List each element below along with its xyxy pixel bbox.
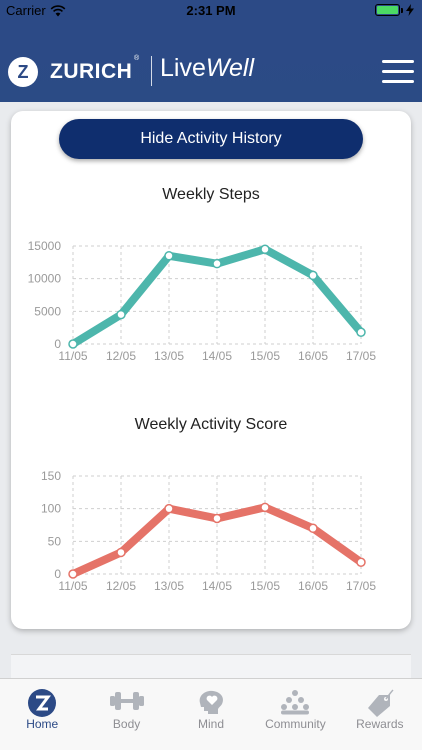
- hide-activity-history-button[interactable]: Hide Activity History: [59, 119, 363, 159]
- x-tick-label: 15/05: [250, 349, 280, 363]
- data-point: [356, 557, 366, 567]
- bottom-card-edge: [11, 654, 411, 678]
- status-left: Carrier: [6, 3, 66, 18]
- tab-rewards[interactable]: Rewards: [338, 679, 422, 750]
- y-tick-label: 10000: [28, 272, 62, 286]
- x-tick-label: 13/05: [154, 579, 184, 593]
- data-point: [308, 523, 318, 534]
- data-point: [164, 251, 174, 261]
- menu-bar-icon: [382, 80, 414, 83]
- carrier-label: Carrier: [6, 3, 46, 18]
- x-tick-label: 16/05: [298, 349, 328, 363]
- tab-community-label: Community: [265, 717, 326, 731]
- tab-mind-label: Mind: [198, 717, 225, 731]
- weekly-steps-chart: 0 5000 10000 15000 11/05 12/05 13/05 14/05 15/05…: [28, 239, 377, 363]
- tab-mind[interactable]: Mind: [169, 679, 253, 750]
- x-tick-label: 17/05: [346, 579, 376, 593]
- wifi-icon: [50, 4, 66, 16]
- dumbbell-icon: [109, 692, 144, 710]
- y-tick-label: 150: [41, 469, 61, 483]
- x-tick-label: 12/05: [106, 349, 136, 363]
- activity-history-card: Hide Activity History Weekly Steps 0 5000…: [11, 111, 411, 629]
- y-tick-label: 100: [41, 502, 61, 516]
- x-tick-label: 11/05: [58, 579, 87, 593]
- data-point: [356, 327, 366, 337]
- status-right: [375, 4, 414, 16]
- x-tick-label: 13/05: [154, 349, 184, 363]
- tab-body[interactable]: Body: [84, 679, 168, 750]
- zurich-logo-icon: [28, 689, 57, 717]
- y-tick-label: 0: [54, 567, 61, 581]
- product-suffix: Well: [205, 54, 255, 82]
- data-point: [116, 547, 126, 558]
- battery-icon: [375, 4, 403, 16]
- tab-body-label: Body: [112, 717, 141, 731]
- tab-bar: Home Body Mind Community: [0, 678, 422, 750]
- data-point: [260, 502, 270, 513]
- menu-bar-icon: [382, 70, 414, 73]
- tab-community[interactable]: Community: [253, 679, 337, 750]
- tab-rewards-label: Rewards: [356, 717, 404, 731]
- app-header: Z ZURICH ® LiveWell: [0, 22, 422, 102]
- data-point: [212, 258, 222, 269]
- tab-home-label: Home: [26, 717, 59, 731]
- data-point: [260, 244, 270, 255]
- data-point: [68, 569, 78, 579]
- status-time: 2:31 PM: [186, 3, 236, 18]
- y-tick-label: 0: [54, 337, 61, 351]
- menu-bar-icon: [382, 60, 414, 63]
- data-point: [164, 503, 174, 514]
- registered-mark: ®: [134, 55, 140, 62]
- tag-icon: [367, 689, 394, 717]
- weekly-activity-score-title: Weekly Activity Score: [134, 416, 288, 433]
- y-tick-label: 50: [48, 534, 62, 548]
- y-tick-label: 5000: [34, 304, 61, 318]
- y-tick-label: 15000: [28, 239, 62, 253]
- x-tick-label: 16/05: [298, 579, 328, 593]
- charging-icon: [406, 4, 414, 16]
- data-point: [308, 270, 318, 281]
- x-tick-label: 14/05: [202, 349, 232, 363]
- x-tick-label: 15/05: [250, 579, 280, 593]
- x-tick-label: 17/05: [346, 349, 376, 363]
- data-point: [116, 309, 126, 320]
- x-tick-label: 11/05: [58, 349, 87, 363]
- x-tick-label: 14/05: [202, 579, 232, 593]
- weekly-steps-title: Weekly Steps: [162, 186, 260, 203]
- weekly-activity-score-chart: 0 50 100 150 11/05 12/05 13/05 14/05 15/05 16/05 1…: [41, 469, 376, 593]
- data-point: [68, 339, 78, 349]
- data-point: [212, 513, 222, 524]
- x-tick-label: 12/05: [106, 579, 136, 593]
- tab-home[interactable]: Home: [0, 679, 84, 750]
- product-name: LiveWell: [160, 54, 254, 83]
- brand-name: ZURICH: [50, 60, 133, 83]
- product-prefix: Live: [160, 54, 206, 82]
- status-bar: Carrier 2:31 PM: [0, 0, 422, 22]
- brand-divider: [151, 56, 152, 86]
- people-icon: [281, 690, 310, 715]
- hamburger-menu-button[interactable]: [382, 60, 414, 84]
- heart-head-icon: [199, 690, 224, 714]
- zurich-logo-icon: Z: [8, 57, 38, 87]
